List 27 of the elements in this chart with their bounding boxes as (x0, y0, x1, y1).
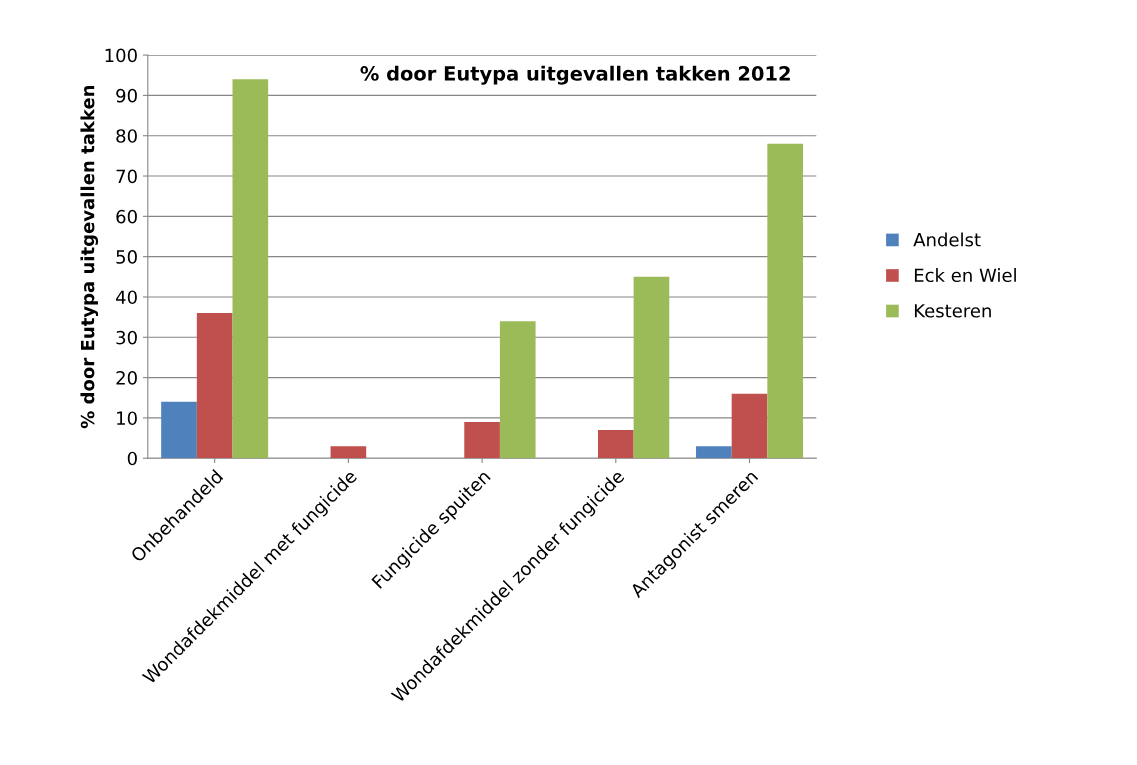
y-tick-label: 70 (116, 169, 137, 184)
y-tick-label: 40 (116, 290, 137, 305)
bar (232, 79, 269, 459)
y-tick-label: 100 (105, 48, 137, 63)
bar (330, 446, 367, 459)
bar (597, 430, 634, 459)
legend-label: Andelst (913, 232, 981, 247)
bar (633, 276, 670, 459)
bar (161, 401, 197, 459)
bar (696, 446, 732, 459)
y-tick-label: 80 (116, 129, 137, 143)
y-tick-label: 60 (116, 209, 137, 224)
legend-label: Kesteren (914, 304, 991, 318)
y-tick-label: 20 (116, 371, 137, 385)
text: % door Eutypa uitgevallen takken 2012 (360, 65, 790, 85)
bar (196, 313, 233, 459)
y-tick-label: 0 (127, 451, 137, 466)
bar (767, 143, 803, 459)
bar (731, 393, 768, 459)
y-tick-label: 90 (116, 88, 137, 103)
bar (499, 321, 536, 459)
y-axis-title: % door Eutypa uitgevallen takken (80, 85, 99, 429)
y-tick-label: 50 (116, 250, 137, 264)
legend-label: Eck en Wiel (914, 268, 1016, 283)
y-tick-label: 10 (117, 411, 137, 426)
bar (464, 421, 500, 459)
y-tick-label: 30 (116, 330, 137, 345)
